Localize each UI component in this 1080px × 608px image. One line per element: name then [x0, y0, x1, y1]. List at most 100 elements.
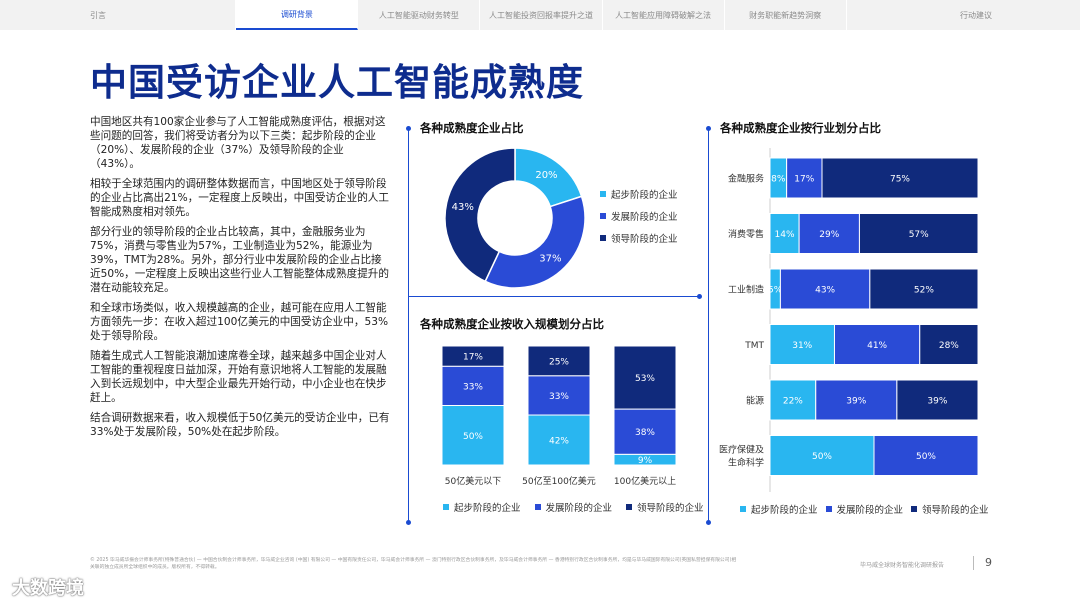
y-tick-label: 医疗保健及	[719, 444, 764, 456]
tab-ai-barriers[interactable]: 人工智能应用障碍破解之法	[603, 0, 725, 30]
bar-segment	[613, 345, 677, 410]
bar-data-label: 29%	[819, 230, 839, 240]
bar-segment	[833, 324, 921, 365]
bar-data-label: 57%	[909, 230, 929, 240]
footer-copyright: © 2025 毕马威华振会计师事务所(特殊普通合伙) — 中国合伙制会计师事务所…	[90, 558, 737, 570]
legend-item-start: 起步阶段的企业	[600, 187, 678, 201]
legend-swatch	[911, 506, 918, 512]
tab-ai-roi[interactable]: 人工智能投资回报率提升之道	[480, 0, 603, 30]
industry-chart-title: 各种成熟度企业按行业划分占比	[720, 121, 881, 135]
bar-segment	[613, 408, 677, 455]
tab-action-advice[interactable]: 行动建议	[959, 10, 992, 20]
paragraph: 相较于全球范围内的调研整体数据而言，中国地区处于领导阶段的企业占比高出21%，一…	[90, 178, 389, 218]
legend-swatch	[825, 506, 832, 512]
footer-report-name: 毕马威全球财务智能化调研报告	[860, 562, 945, 569]
y-tick-label: 金融服务	[728, 173, 764, 185]
tab-intro[interactable]: 引言	[0, 0, 237, 30]
legend-label: 起步阶段的企业	[611, 190, 678, 201]
bar-data-label: 17%	[463, 353, 483, 363]
divider-left	[406, 126, 411, 525]
paragraph: 中国地区共有100家企业参与了人工智能成熟度评估，根据对这些问题的回答，我们将受…	[90, 116, 386, 170]
bar-segment	[896, 379, 979, 421]
bar-data-label: 39%	[846, 397, 866, 407]
donut-legend: 起步阶段的企业 发展阶段的企业 领导阶段的企业	[600, 187, 678, 245]
legend-label: 起步阶段的企业	[751, 505, 818, 516]
legend-item-lead: 领导阶段的企业	[600, 231, 678, 245]
bar-data-label: 33%	[463, 382, 483, 392]
bar-segment	[441, 405, 505, 466]
x-tick-label: 100亿美元以上	[614, 475, 676, 487]
page-separator	[973, 556, 974, 570]
legend-item-develop: 发展阶段的企业	[534, 500, 613, 514]
bar-segment	[527, 345, 591, 377]
industry-legend: 起步阶段的企业 发展阶段的企业 领导阶段的企业	[740, 502, 989, 516]
y-tick-label: TMT	[744, 341, 764, 351]
bar-data-label: 33%	[549, 392, 569, 402]
bar-segment	[527, 375, 591, 416]
donut-slice	[444, 147, 516, 283]
revenue-chart-title: 各种成熟度企业按收入规模划分占比	[420, 317, 604, 331]
legend-item-develop: 发展阶段的企业	[600, 209, 678, 223]
bar-segment	[786, 157, 823, 199]
tab-research-background[interactable]: 调研背景	[236, 0, 359, 30]
legend-item-lead: 领导阶段的企业	[626, 500, 704, 514]
bar-data-label: 39%	[927, 397, 947, 407]
donut-chart: 20% 37% 43%	[444, 147, 586, 289]
bar-segment	[815, 379, 898, 421]
legend-item-start: 起步阶段的企业	[443, 500, 521, 514]
donut-data-label: 43%	[452, 202, 474, 213]
bar-segment	[919, 324, 979, 365]
x-tick-label: 50亿至100亿美元	[522, 475, 596, 487]
bar-segment	[769, 435, 875, 476]
bar-data-label: 9%	[638, 456, 653, 466]
bar-data-label: 50%	[463, 432, 483, 442]
tab-finance-trends[interactable]: 财务职能新趋势洞察	[725, 0, 847, 30]
bar-data-label: 53%	[635, 374, 655, 384]
legend-label: 领导阶段的企业	[922, 505, 989, 516]
bar-data-label: 5%	[768, 286, 783, 296]
paragraph: 随着生成式人工智能浪潮加速席卷全球，越来越多中国企业对人工智能的重视程度日益加深…	[90, 350, 387, 404]
paragraph: 和全球市场类似，收入规模越高的企业，越可能在应用人工智能方面领先一步：在收入超过…	[90, 302, 389, 342]
bar-data-label: 50%	[812, 452, 832, 462]
bar-segment	[869, 268, 979, 310]
bar-data-label: 43%	[815, 286, 835, 296]
bar-segment	[441, 365, 505, 406]
legend-label: 领导阶段的企业	[637, 503, 704, 514]
legend-label: 发展阶段的企业	[545, 503, 613, 514]
revenue-legend: 起步阶段的企业 发展阶段的企业 领导阶段的企业	[443, 500, 718, 514]
legend-item-lead: 领导阶段的企业	[911, 502, 989, 516]
bar-data-label: 38%	[635, 428, 655, 438]
legend-swatch	[600, 191, 606, 197]
bar-data-label: 22%	[783, 397, 803, 407]
revenue-stacked-bar-chart: 50% 33% 17% 50亿美元以下 42% 33% 25% 50亿至100亿美元 9% 38%…	[441, 345, 677, 487]
legend-swatch	[534, 504, 541, 510]
bar-data-label: 17%	[794, 175, 814, 185]
divider-right	[706, 126, 711, 525]
legend-swatch	[443, 504, 449, 510]
donut-slice	[484, 195, 586, 289]
body-text: 中国地区共有100家企业参与了人工智能成熟度评估，根据对这些问题的回答，我们将受…	[90, 115, 390, 445]
industry-stacked-bar-chart: 8% 17% 75% 金融服务 14% 29% 57% 消费零售 5% 43% 52% 工业制造 31%…	[719, 148, 979, 492]
bar-data-label: 75%	[890, 175, 910, 185]
bar-data-label: 52%	[914, 286, 934, 296]
paragraph: 部分行业的领导阶段的企业占比较高，其中，金融服务业为75%，消费与零售业为57%…	[90, 226, 389, 294]
legend-label: 起步阶段的企业	[454, 503, 521, 514]
bar-data-label: 8%	[771, 175, 786, 185]
legend-label: 发展阶段的企业	[611, 212, 678, 223]
bar-data-label: 41%	[867, 341, 887, 351]
donut-data-label: 37%	[539, 254, 561, 265]
legend-item-start: 起步阶段的企业	[740, 502, 818, 516]
x-tick-label: 50亿美元以下	[445, 475, 501, 487]
paragraph: 结合调研数据来看，收入规模低于50亿美元的受访企业中，已有33%处于发展阶段，5…	[90, 412, 390, 438]
bar-data-label: 25%	[549, 357, 569, 367]
tab-ai-finance-transformation[interactable]: 人工智能驱动财务转型	[358, 0, 481, 30]
y-tick-label: 工业制造	[728, 284, 764, 296]
legend-swatch	[600, 213, 606, 219]
bar-data-label: 14%	[775, 230, 795, 240]
page-title: 中国受访企业人工智能成熟度	[90, 61, 584, 104]
bar-segment	[821, 157, 979, 199]
bar-data-label: 50%	[916, 452, 936, 462]
bar-segment	[441, 345, 505, 367]
bar-data-label: 31%	[792, 341, 812, 351]
y-tick-label: 消费零售	[728, 228, 764, 240]
